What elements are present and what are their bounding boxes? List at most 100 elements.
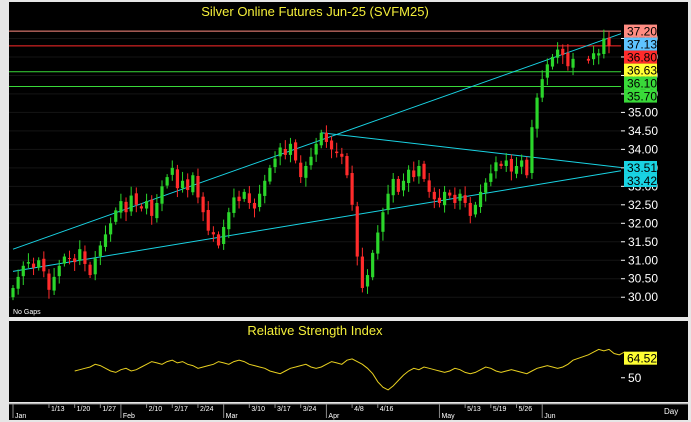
date-tick-label: 3/17 (277, 406, 291, 413)
candle-body (478, 191, 483, 208)
candle-body (252, 202, 257, 209)
price-gridlines (9, 37, 621, 298)
date-tick-label: 3/24 (303, 406, 317, 413)
candle-body (550, 56, 555, 67)
price-level-box (624, 63, 657, 77)
price-tick-label: 30.50 (628, 272, 658, 286)
candle-body (566, 52, 570, 67)
candle-body (525, 159, 529, 176)
axis-end-label: Day (664, 407, 678, 416)
candle-body (165, 177, 169, 186)
candle-body (386, 193, 390, 210)
candle-body (109, 223, 113, 235)
date-tick-label: 5/26 (519, 406, 533, 413)
candle-body (417, 166, 421, 177)
price-level-box (624, 173, 657, 187)
candle-body (494, 162, 498, 172)
price-tick-label: 31.00 (628, 253, 658, 267)
candle-body (206, 209, 210, 231)
candle-body (242, 191, 246, 199)
candle-body (258, 193, 262, 208)
date-tick-label: 1/27 (102, 406, 116, 413)
rsi-axis-ticks: 50 64.52 (621, 351, 657, 385)
date-tick-label: 5/19 (493, 406, 507, 413)
candle-body (263, 180, 267, 196)
candle-body (586, 58, 591, 61)
candle-body (427, 180, 431, 192)
date-axis-area (9, 404, 688, 420)
candle-body (335, 151, 339, 154)
rsi-pane (9, 321, 621, 402)
candle-body (484, 182, 488, 193)
candle-body (355, 206, 359, 257)
candle-body (175, 169, 180, 189)
price-tick-label: 34.50 (628, 124, 658, 138)
candle-body (93, 258, 97, 275)
candle-body (88, 264, 92, 276)
price-tick-label: 31.50 (628, 235, 658, 249)
candle-body (283, 148, 287, 155)
candle-body (237, 196, 241, 202)
candle-body (360, 256, 364, 288)
candle-body (535, 97, 539, 129)
candle-body (62, 256, 66, 264)
price-tick-label: 34.00 (628, 142, 658, 156)
candle-body (381, 212, 385, 232)
price-level-label: 36.10 (627, 77, 657, 91)
candle-body (47, 273, 51, 290)
candle-body (391, 178, 395, 196)
candle-body (119, 201, 123, 213)
chart-title: Silver Online Futures Jun-25 (SVFM25) (201, 4, 429, 19)
candle-body (211, 232, 215, 235)
candle-body (160, 186, 164, 204)
candle-body (329, 140, 334, 150)
date-tick-label: 2/17 (174, 406, 188, 413)
candle-body (78, 249, 82, 261)
candle-body (124, 201, 128, 213)
date-tick-label: 2/10 (149, 406, 163, 413)
candle-body (293, 142, 298, 161)
candlesticks (11, 29, 611, 301)
candle-body (129, 195, 133, 212)
candle-body (155, 202, 159, 219)
no-gaps-note: No Gaps (13, 309, 41, 316)
price-tick-label: 32.50 (628, 198, 658, 212)
candle-body (530, 127, 534, 174)
candle-body (180, 180, 185, 189)
candle-body (26, 262, 31, 264)
candle-body (324, 132, 329, 142)
candle-body (11, 287, 15, 298)
price-level-label: 35.70 (627, 90, 657, 104)
candle-body (67, 258, 72, 260)
candle-body (412, 170, 416, 178)
candle-body (21, 265, 25, 277)
candle-body (134, 193, 138, 205)
date-tick-label: May (441, 413, 455, 420)
candle-body (73, 258, 77, 263)
candle-body (319, 132, 323, 146)
candle-body (489, 173, 493, 182)
rsi-series (74, 348, 651, 391)
candle-body (16, 276, 20, 289)
price-level-label: 36.80 (627, 51, 657, 65)
candle-body (597, 53, 601, 56)
candle-body (150, 199, 154, 216)
candle-body (540, 79, 544, 98)
date-tick-label: Feb (123, 413, 135, 420)
candle-body (57, 265, 61, 277)
candle-body (196, 175, 200, 198)
candle-body (514, 166, 519, 174)
candle-body (144, 201, 149, 209)
rsi-title: Relative Strength Index (247, 323, 383, 338)
candle-body (232, 197, 236, 213)
candle-body (268, 167, 272, 182)
candle-body (401, 180, 406, 191)
price-pane (9, 2, 621, 317)
candle-body (52, 276, 56, 291)
price-level-lines (9, 30, 621, 88)
candle-body (499, 163, 503, 166)
price-level-label: 36.63 (627, 64, 657, 78)
candle-body (201, 196, 205, 213)
